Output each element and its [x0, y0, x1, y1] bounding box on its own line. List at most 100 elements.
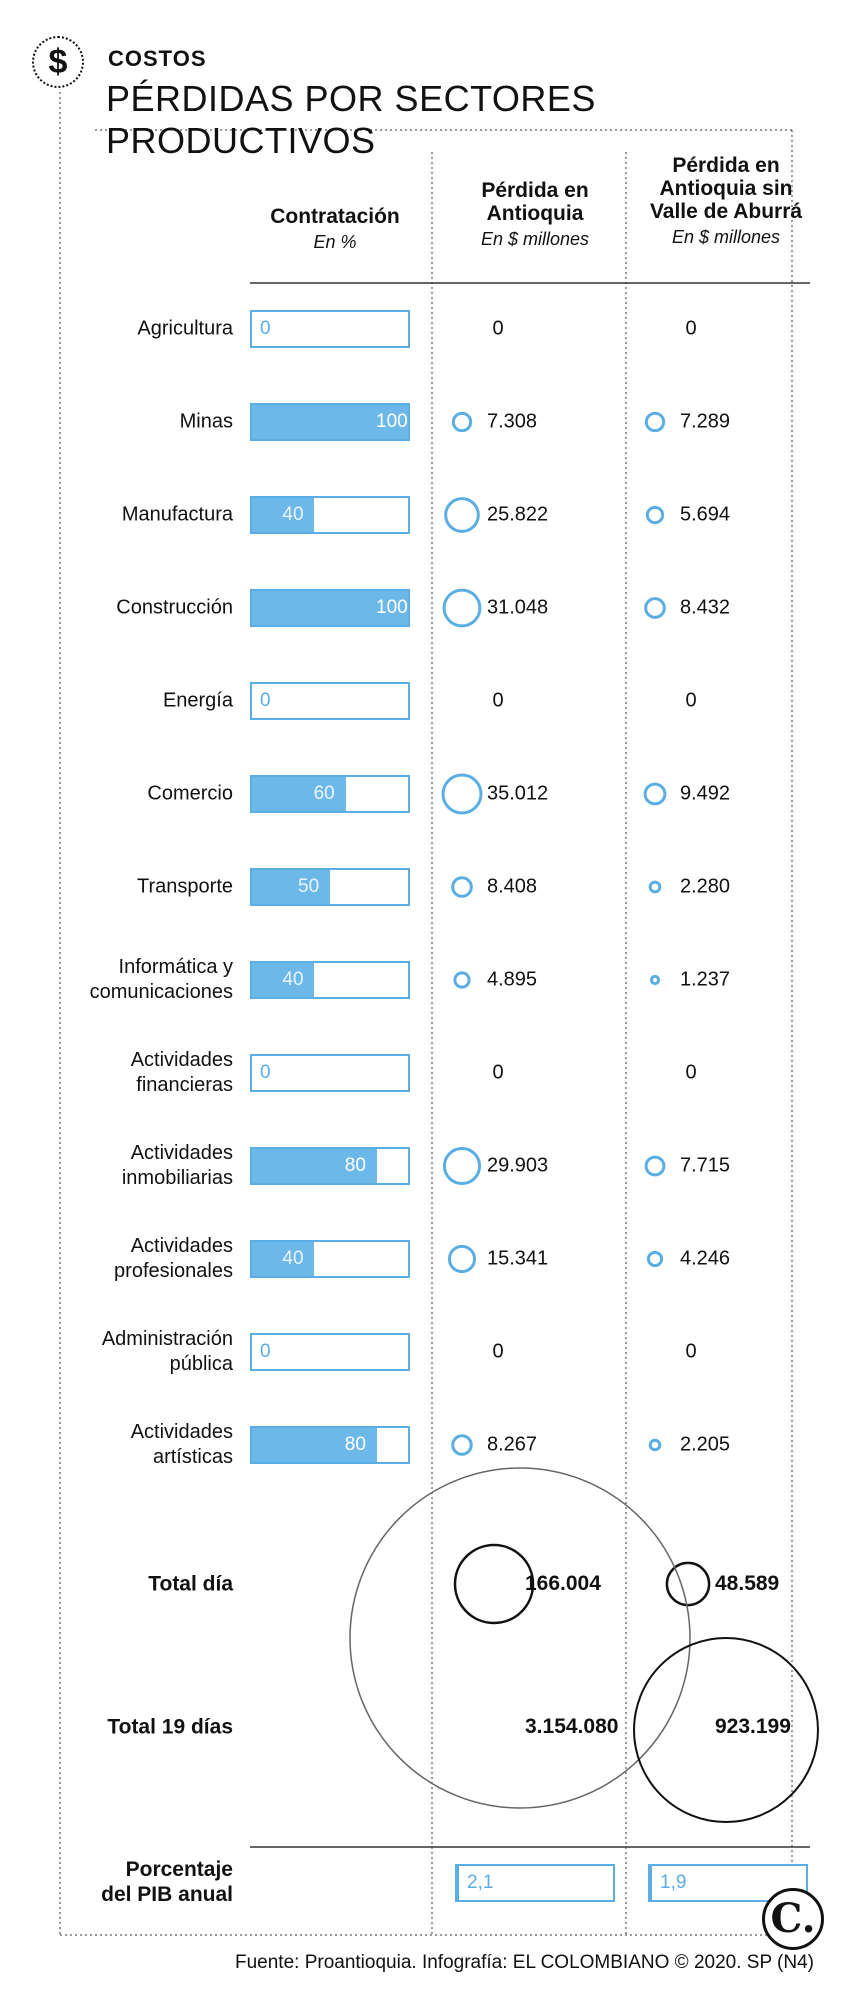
- contratacion-bar-fill: [252, 963, 315, 997]
- sector-label: Actividades profesionales: [23, 1234, 233, 1284]
- sector-label: Actividades artísticas: [23, 1420, 233, 1470]
- sin_valle-loss-circle: [646, 1250, 664, 1268]
- sin_valle-loss-text: 0: [685, 1340, 697, 1363]
- sin_valle-loss-circle: [644, 411, 666, 433]
- antioquia-loss-value: 7.308: [487, 411, 537, 434]
- column-unit: En %: [313, 232, 357, 252]
- antioquia-pib-value: 2,1: [467, 1872, 494, 1893]
- sector-label: Administración pública: [23, 1327, 233, 1377]
- sector-label: Comercio: [23, 782, 233, 807]
- sector-label: Actividades inmobiliarias: [23, 1141, 233, 1191]
- antioquia-loss-text: 8.408: [487, 875, 538, 898]
- contratacion-bar: 100: [250, 589, 410, 627]
- sin_valle-loss-text: 2.205: [680, 1433, 731, 1456]
- sin_valle-loss-circle: [648, 880, 662, 894]
- total-label-text: Total 19 días: [107, 1715, 233, 1739]
- antioquia-loss-text: 25.822: [487, 503, 549, 526]
- antioquia-loss-value: 0: [473, 690, 523, 713]
- antioquia-loss-text: 29.903: [487, 1154, 549, 1177]
- antioquia-loss-value: 8.267: [487, 1434, 537, 1457]
- sin_valle-loss-value: 8.432: [680, 597, 730, 620]
- sector-label: Construcción: [23, 596, 233, 621]
- antioquia-loss-circle: [444, 497, 480, 533]
- sin_valle-loss-circle: [643, 782, 667, 806]
- column-title-line: Antioquia: [486, 202, 584, 225]
- antioquia-total-text: 166.004: [525, 1572, 601, 1595]
- contratacion-bar: 0: [250, 682, 410, 720]
- sin_valle-loss-value: 0: [666, 318, 716, 341]
- sin_valle-loss-text: 7.715: [680, 1154, 731, 1177]
- sin_valle-loss-circle: [644, 1155, 666, 1177]
- contratacion-bar-fill: [252, 591, 408, 625]
- antioquia-loss-circle: [442, 588, 482, 628]
- contratacion-value: 0: [260, 1062, 271, 1083]
- pib-label-line: Porcentaje: [125, 1858, 233, 1881]
- sector-label-line: Administración: [101, 1328, 233, 1350]
- sector-label: Actividades financieras: [23, 1048, 233, 1098]
- sin_valle-loss-text: 7.289: [680, 410, 731, 433]
- antioquia-loss-value: 35.012: [487, 783, 548, 806]
- sector-label-line: Energía: [162, 689, 233, 712]
- column-header-contratacion: Contratación En %: [250, 205, 420, 254]
- antioquia-day-circle: [453, 1543, 535, 1625]
- contratacion-bar-fill: [252, 405, 408, 439]
- sin_valle-loss-value: 0: [666, 690, 716, 713]
- page-title: PÉRDIDAS POR SECTORES PRODUCTIVOS: [106, 78, 596, 161]
- sector-label-line: Actividades: [130, 1049, 233, 1071]
- sector-label-line: financieras: [136, 1074, 233, 1096]
- sin-valle-total-text: 48.589: [715, 1572, 780, 1595]
- contratacion-value: 100: [376, 411, 408, 432]
- contratacion-value: 0: [260, 690, 271, 711]
- contratacion-bar: 80: [250, 1147, 410, 1185]
- contratacion-value: 60: [313, 783, 335, 804]
- antioquia-loss-text: 0: [492, 317, 504, 340]
- sin_valle-loss-text: 4.246: [680, 1247, 731, 1270]
- contratacion-bar-fill: [252, 777, 346, 811]
- contratacion-value: 40: [282, 504, 304, 525]
- sector-label-line: Comercio: [147, 782, 233, 805]
- contratacion-bar: 50: [250, 868, 410, 906]
- sin-valle-day-circle: [665, 1561, 711, 1607]
- sector-label-line: comunicaciones: [89, 981, 233, 1003]
- sin_valle-loss-value: 7.289: [680, 411, 730, 434]
- sector-label-line: Actividades: [130, 1142, 233, 1164]
- sin-valle-total-value: 48.589: [715, 1572, 779, 1596]
- sin_valle-loss-text: 2.280: [680, 875, 731, 898]
- column-title-line: Antioquia sin: [659, 177, 793, 200]
- antioquia-loss-text: 4.895: [487, 968, 538, 991]
- contratacion-bar: 0: [250, 310, 410, 348]
- contratacion-bar-fill: [252, 1242, 315, 1276]
- column-header-antioquia: Pérdida en Antioquia En $ millones: [440, 179, 630, 251]
- sin_valle-loss-value: 1.237: [680, 969, 730, 992]
- sin_valle-loss-text: 0: [685, 1061, 697, 1084]
- antioquia-total-value: 3.154.080: [525, 1715, 618, 1739]
- sector-label-line: Manufactura: [121, 503, 233, 526]
- sector-label-line: profesionales: [114, 1260, 233, 1282]
- contratacion-value: 0: [260, 318, 271, 339]
- contratacion-bar: 0: [250, 1054, 410, 1092]
- sin_valle-loss-text: 9.492: [680, 782, 731, 805]
- contratacion-bar-fill: [252, 1428, 377, 1462]
- sin-valle-total-value: 923.199: [715, 1715, 791, 1739]
- sin_valle-loss-value: 2.205: [680, 1434, 730, 1457]
- column-unit: En $ millones: [480, 229, 590, 249]
- total-label: Total 19 días: [23, 1715, 233, 1740]
- contratacion-value: 50: [298, 876, 320, 897]
- contratacion-bar-fill: [252, 498, 315, 532]
- sector-label-line: pública: [169, 1353, 233, 1375]
- sin_valle-loss-text: 0: [685, 689, 697, 712]
- sin-valle-19days-circle: [633, 1637, 819, 1823]
- antioquia-loss-value: 0: [473, 1062, 523, 1085]
- column-title-line: Pérdida en: [672, 154, 780, 177]
- kicker: COSTOS: [108, 46, 207, 71]
- sin_valle-loss-value: 2.280: [680, 876, 730, 899]
- sin_valle-loss-text: 1.237: [680, 968, 731, 991]
- el-colombiano-logo: C.: [762, 1888, 824, 1950]
- contratacion-value: 40: [282, 969, 304, 990]
- contratacion-bar: 80: [250, 1426, 410, 1464]
- contratacion-bar: 40: [250, 1240, 410, 1278]
- sin_valle-pib-value: 1,9: [660, 1872, 687, 1893]
- antioquia-loss-value: 25.822: [487, 504, 548, 527]
